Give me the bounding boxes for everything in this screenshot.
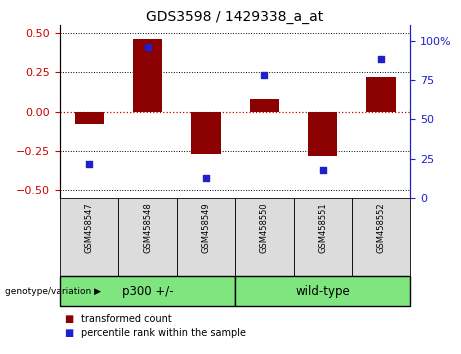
Text: percentile rank within the sample: percentile rank within the sample [81, 328, 246, 338]
Bar [177, 198, 235, 276]
Point [319, 167, 326, 173]
Bar [235, 198, 294, 276]
Point [85, 161, 93, 166]
Bar [133, 39, 162, 112]
Bar [366, 77, 396, 112]
Bar [60, 276, 235, 306]
Text: ■: ■ [65, 314, 77, 324]
Text: transformed count: transformed count [81, 314, 171, 324]
Point [202, 175, 210, 181]
Text: p300 +/-: p300 +/- [122, 285, 173, 298]
Bar [75, 112, 104, 124]
Bar [191, 112, 220, 154]
Point [144, 44, 151, 50]
Text: genotype/variation ▶: genotype/variation ▶ [5, 287, 100, 296]
Point [378, 57, 385, 62]
Bar [118, 198, 177, 276]
Text: GSM458548: GSM458548 [143, 202, 152, 253]
Text: ■: ■ [65, 328, 77, 338]
Text: GSM458551: GSM458551 [318, 202, 327, 253]
Text: wild-type: wild-type [296, 285, 350, 298]
Text: GSM458549: GSM458549 [201, 202, 210, 253]
Bar [235, 276, 410, 306]
Bar [250, 99, 279, 112]
Point [260, 73, 268, 78]
Text: GSM458550: GSM458550 [260, 202, 269, 253]
Text: GSM458547: GSM458547 [85, 202, 94, 253]
Bar [352, 198, 410, 276]
Text: GSM458552: GSM458552 [377, 202, 385, 253]
Bar [294, 198, 352, 276]
Title: GDS3598 / 1429338_a_at: GDS3598 / 1429338_a_at [147, 10, 324, 24]
Bar [308, 112, 337, 156]
Bar [60, 198, 118, 276]
